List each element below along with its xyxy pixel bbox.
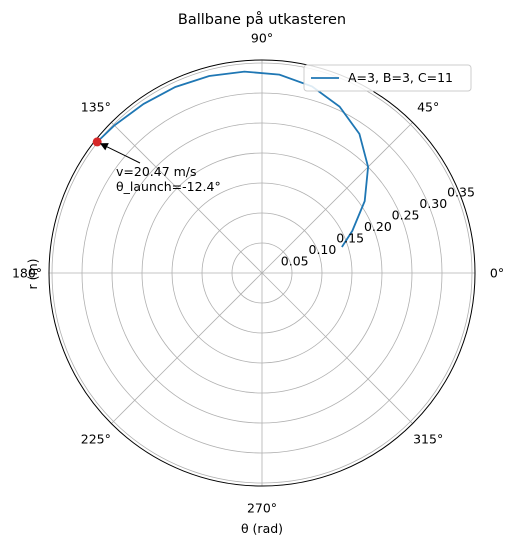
theta-tick-label: 225° <box>81 432 111 447</box>
angular-gridlines <box>49 60 475 486</box>
legend-box <box>303 64 472 92</box>
angular-gridline <box>111 122 263 274</box>
annotation-launch-angle: θ_launch=-12.4° <box>116 179 221 194</box>
marker-layer <box>92 137 102 147</box>
chart-title: Ballbane på utkasteren <box>178 11 346 28</box>
r-tick-label: 0.05 <box>281 254 309 269</box>
theta-tick-label: 45° <box>417 99 439 114</box>
angular-gridline <box>261 122 413 274</box>
r-tick-label: 0.35 <box>447 185 475 200</box>
theta-tick-label: 135° <box>81 99 111 114</box>
series-layer <box>96 70 370 248</box>
theta-tick-label: 90° <box>251 31 273 46</box>
r-tick-labels: 0.050.100.150.200.250.300.35 <box>281 185 475 269</box>
r-tick-label: 0.15 <box>336 231 364 246</box>
annotation-arrow <box>106 146 141 164</box>
r-tick-label: 0.20 <box>364 219 392 234</box>
angular-gridline <box>111 272 263 424</box>
annotation-speed: v=20.47 m/s <box>116 164 197 179</box>
y-axis-label: r (m) <box>25 258 40 289</box>
theta-tick-label: 0° <box>490 266 504 281</box>
launch-point-marker <box>92 137 102 147</box>
annotation-arrowhead <box>99 143 109 151</box>
theta-tick-labels: 0° 45° 90° 135° 180° 225° 270° 315° <box>12 31 504 516</box>
polar-frame <box>48 59 476 487</box>
theta-tick-label: 180° <box>12 266 42 281</box>
legend-label: A=3, B=3, C=11 <box>348 70 453 85</box>
x-axis-label: θ (rad) <box>241 521 283 536</box>
angular-gridline <box>261 272 413 424</box>
r-tick-label: 0.10 <box>309 242 337 257</box>
theta-tick-label: 315° <box>413 432 443 447</box>
legend: A=3, B=3, C=11 <box>303 64 472 92</box>
series-line <box>96 70 370 248</box>
theta-tick-label: 270° <box>247 501 277 516</box>
r-tick-label: 0.25 <box>392 208 420 223</box>
r-tick-label: 0.30 <box>419 196 447 211</box>
annotation: v=20.47 m/s θ_launch=-12.4° <box>99 143 221 194</box>
